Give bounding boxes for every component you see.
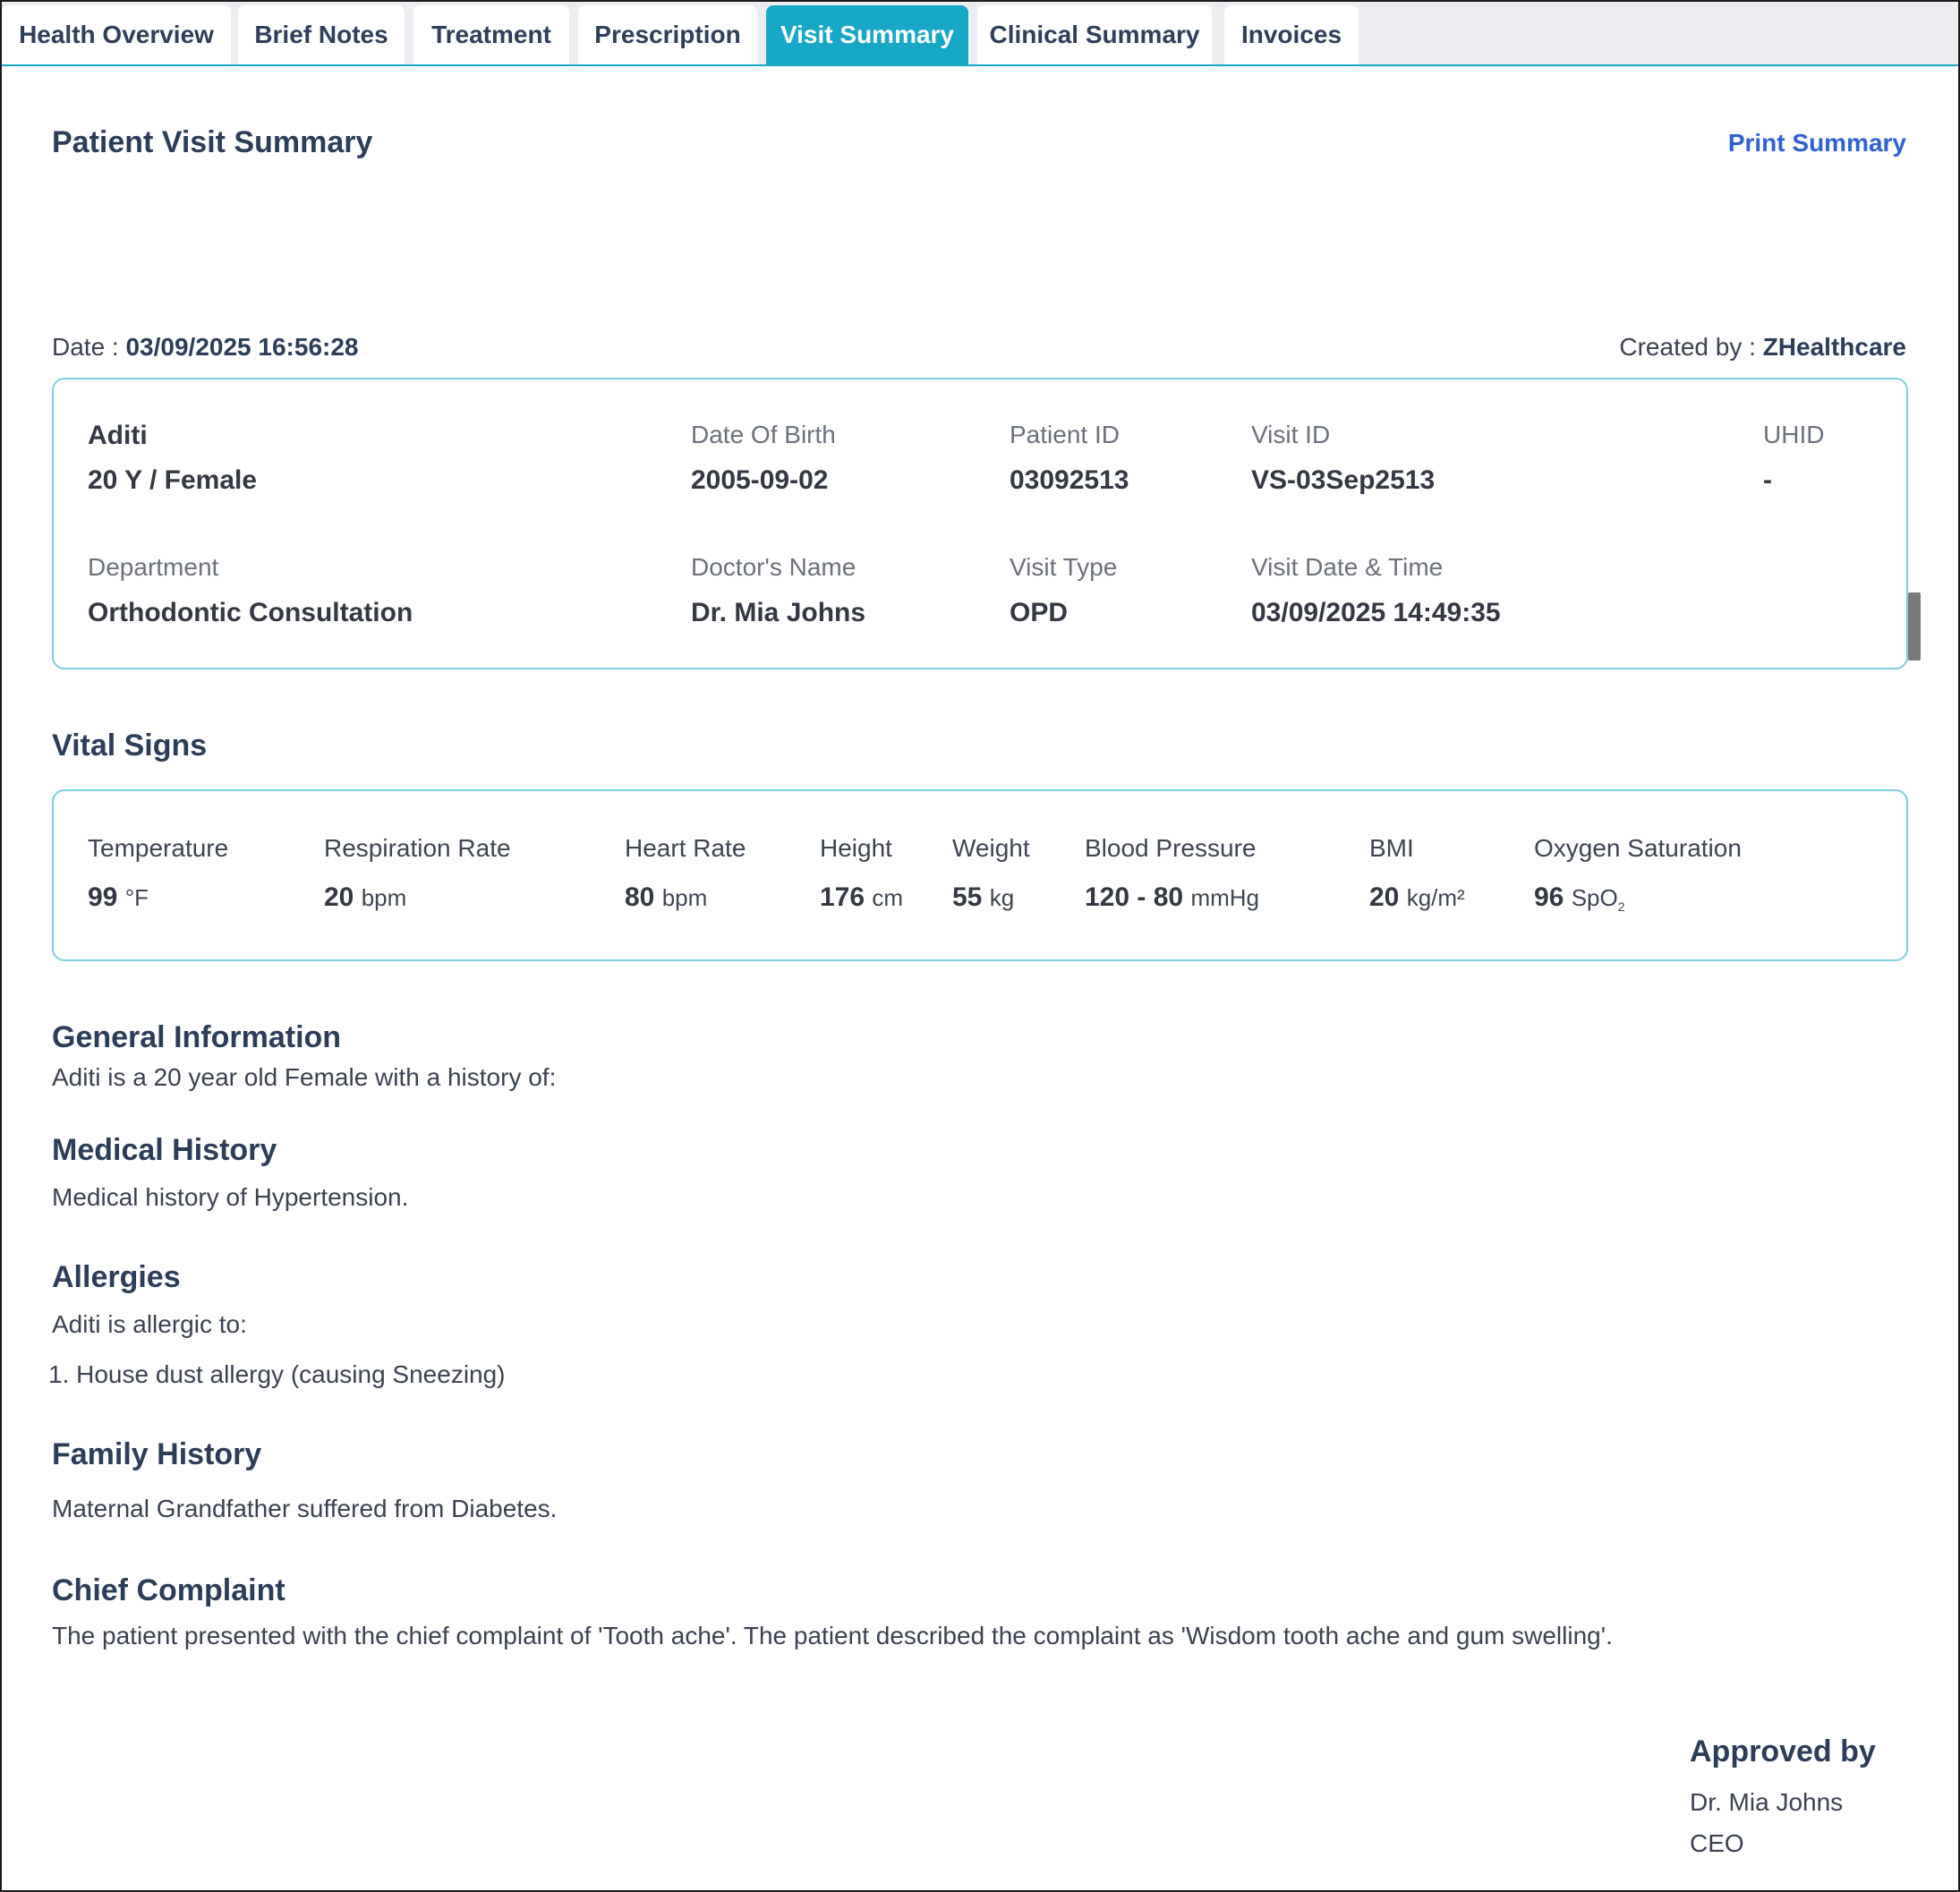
uhid-label: UHID <box>1763 421 1825 448</box>
doctor-label: Doctor's Name <box>691 553 856 581</box>
approver-role: CEO <box>1690 1829 1744 1857</box>
department-value: Orthodontic Consultation <box>88 598 413 627</box>
visit-datetime-value: 03/09/2025 14:49:35 <box>1251 598 1501 627</box>
visit-type-value: OPD <box>1010 598 1069 627</box>
general-info-heading: General Information <box>52 1020 342 1054</box>
vital-value-blood-pressure: 120 - 80 mmHg <box>1085 882 1259 912</box>
vital-value-weight: 55 kg <box>952 882 1015 912</box>
vital-label-weight: Weight <box>952 834 1030 862</box>
dob-label: Date Of Birth <box>691 421 836 448</box>
created-by-label: Created by : <box>1619 333 1756 361</box>
tab-visit-summary[interactable]: Visit Summary <box>766 5 968 64</box>
vital-label-bmi: BMI <box>1369 834 1414 862</box>
department-label: Department <box>88 553 219 581</box>
chief-complaint-heading: Chief Complaint <box>52 1573 285 1607</box>
page-title: Patient Visit Summary <box>52 125 373 159</box>
tab-brief-notes[interactable]: Brief Notes <box>238 5 405 64</box>
vital-label-respiration: Respiration Rate <box>324 834 511 862</box>
vital-signs-card: Temperature 99 °F Respiration Rate 20 bp… <box>52 789 1908 961</box>
vital-label-oxygen-saturation: Oxygen Saturation <box>1534 834 1742 862</box>
vital-label-blood-pressure: Blood Pressure <box>1085 834 1257 862</box>
tab-bar: Health Overview Brief Notes Treatment Pr… <box>2 2 1958 66</box>
summary-date: Date : 03/09/2025 16:56:28 <box>52 333 358 362</box>
scrollbar-thumb[interactable] <box>1908 592 1921 660</box>
allergies-heading: Allergies <box>52 1260 181 1294</box>
tab-clinical-summary[interactable]: Clinical Summary <box>977 5 1212 64</box>
tab-prescription[interactable]: Prescription <box>578 5 757 64</box>
dob-value: 2005-09-02 <box>691 465 829 495</box>
approved-by-heading: Approved by <box>1690 1734 1876 1768</box>
medical-history-heading: Medical History <box>52 1133 277 1167</box>
date-value: 03/09/2025 16:56:28 <box>125 333 359 361</box>
visit-id-label: Visit ID <box>1251 421 1331 448</box>
family-history-heading: Family History <box>52 1437 262 1471</box>
patient-id-label: Patient ID <box>1010 421 1120 448</box>
patient-info-card: Aditi 20 Y / Female Date Of Birth 2005-0… <box>52 378 1908 669</box>
uhid-value: - <box>1763 465 1772 495</box>
tab-invoices[interactable]: Invoices <box>1224 5 1359 64</box>
vital-label-height: Height <box>820 834 892 862</box>
vital-value-oxygen-saturation: 96 SpO2 <box>1534 882 1625 915</box>
general-info-text: Aditi is a 20 year old Female with a his… <box>52 1063 557 1091</box>
vital-label-temperature: Temperature <box>88 834 229 862</box>
tab-health-overview[interactable]: Health Overview <box>2 5 231 64</box>
vital-value-height: 176 cm <box>820 882 904 912</box>
created-by-value: ZHealthcare <box>1762 333 1906 361</box>
doctor-value: Dr. Mia Johns <box>691 598 866 627</box>
visit-type-label: Visit Type <box>1010 553 1118 581</box>
patient-age-gender: 20 Y / Female <box>88 465 258 495</box>
print-summary-link[interactable]: Print Summary <box>1727 129 1906 157</box>
visit-datetime-label: Visit Date & Time <box>1251 553 1444 581</box>
chief-complaint-text: The patient presented with the chief com… <box>52 1622 1613 1649</box>
vital-value-respiration: 20 bpm <box>324 882 407 912</box>
vital-value-bmi: 20 kg/m² <box>1369 882 1465 912</box>
patient-name: Aditi <box>88 421 148 450</box>
date-label: Date : <box>52 333 119 361</box>
patient-id-value: 03092513 <box>1010 465 1129 495</box>
visit-id-value: VS-03Sep2513 <box>1251 465 1436 495</box>
vital-signs-heading: Vital Signs <box>52 729 208 763</box>
tab-treatment[interactable]: Treatment <box>413 5 569 64</box>
approver-name: Dr. Mia Johns <box>1690 1788 1844 1816</box>
medical-history-text: Medical history of Hypertension. <box>52 1183 409 1211</box>
vital-label-heart-rate: Heart Rate <box>625 834 746 862</box>
created-by: Created by : ZHealthcare <box>1619 333 1906 362</box>
vital-value-heart-rate: 80 bpm <box>625 882 708 912</box>
vital-value-temperature: 99 °F <box>88 882 149 912</box>
family-history-text: Maternal Grandfather suffered from Diabe… <box>52 1495 558 1522</box>
allergy-list-item: 1. House dust allergy (causing Sneezing) <box>48 1360 506 1388</box>
allergies-intro: Aditi is allergic to: <box>52 1310 247 1338</box>
